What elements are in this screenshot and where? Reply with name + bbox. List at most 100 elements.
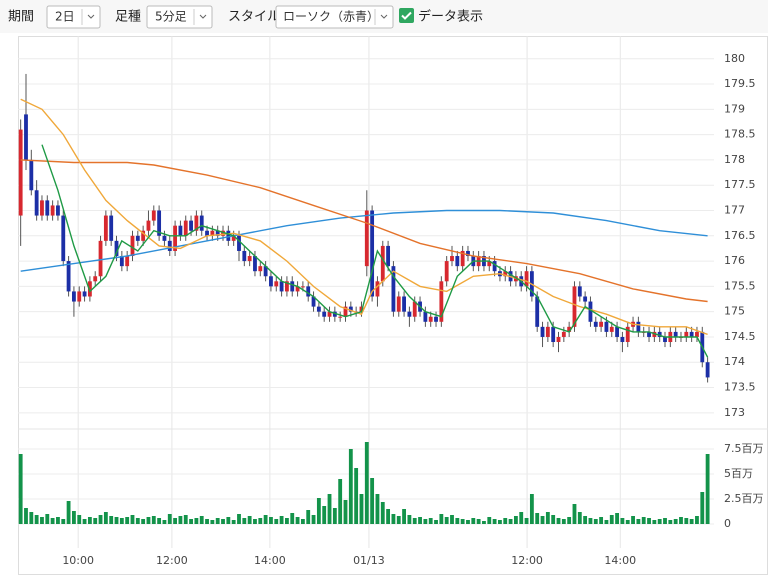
candle-body — [82, 291, 87, 297]
volume-bar — [189, 519, 193, 524]
volume-bar — [109, 516, 114, 524]
candle-body — [50, 205, 55, 216]
candle-body — [466, 250, 470, 257]
volume-bar — [705, 454, 710, 524]
candle-body — [444, 261, 449, 282]
candle-body — [423, 311, 428, 322]
candle-body — [588, 301, 593, 322]
y-tick-label: 175.5 — [724, 279, 756, 292]
volume-bar — [199, 516, 204, 524]
candle-body — [663, 336, 667, 343]
volume-bar — [18, 454, 23, 524]
volume-bar — [71, 511, 76, 524]
candle-body — [370, 210, 375, 297]
candle-body — [29, 159, 34, 191]
volume-bar — [66, 501, 71, 524]
candle-body — [189, 220, 193, 231]
y-tick-label: 177.5 — [724, 178, 756, 191]
volume-bar — [135, 518, 140, 524]
volume-bar — [439, 514, 444, 524]
volume-bar — [50, 518, 55, 524]
candle-body — [599, 321, 604, 327]
y-tick-label: 178.5 — [724, 128, 756, 141]
y-tick-label: 175 — [724, 305, 745, 318]
candle-body — [434, 316, 438, 322]
volume-bar — [599, 517, 604, 524]
volume-bar — [519, 512, 524, 524]
candle-body — [492, 261, 497, 272]
volume-bar — [551, 515, 556, 524]
volume-bar — [689, 519, 694, 524]
volume-bar — [695, 516, 699, 524]
volume-bar — [647, 518, 651, 524]
volume-bar — [34, 515, 39, 524]
volume-bar — [359, 494, 364, 524]
candle-body — [450, 256, 454, 262]
volume-bar — [663, 518, 667, 524]
candle-body — [135, 235, 140, 241]
candle-body — [119, 256, 124, 267]
x-tick-label: 12:00 — [156, 554, 188, 567]
moving-average-line — [20, 159, 708, 303]
volume-bar — [327, 494, 332, 524]
volume-bar — [247, 516, 252, 524]
y-tick-label: 173 — [724, 406, 745, 419]
volume-bar — [620, 518, 625, 524]
volume-bar — [183, 515, 188, 524]
y-tick-label: 174 — [724, 355, 745, 368]
x-tick-label: 14:00 — [254, 554, 286, 567]
candle-body — [689, 331, 694, 337]
volume-bar — [588, 518, 593, 524]
moving-average-line — [20, 209, 708, 272]
candle-body — [247, 256, 252, 262]
x-tick-label: 01/13 — [353, 554, 385, 567]
candle-body — [103, 215, 108, 241]
style-select[interactable] — [275, 5, 394, 29]
candle-body — [162, 235, 167, 241]
candle-body — [66, 261, 71, 292]
style-label: スタイル — [228, 10, 280, 25]
candle-body — [56, 205, 60, 216]
volume-bar — [130, 515, 135, 524]
candle-body — [705, 362, 710, 378]
interval-select[interactable] — [146, 5, 213, 29]
volume-bar — [508, 519, 513, 524]
volume-bar — [593, 519, 598, 524]
volume-bar — [631, 516, 635, 524]
volume-bar — [40, 517, 44, 524]
candle-body — [130, 235, 135, 257]
volume-bar — [423, 519, 428, 524]
volume-bar — [412, 518, 417, 524]
volume-bar — [226, 517, 231, 524]
candle-body — [615, 326, 619, 337]
data-checkbox[interactable] — [399, 8, 414, 23]
volume-bar — [577, 512, 582, 524]
candle-body — [322, 311, 327, 317]
volume-bar — [386, 509, 391, 524]
volume-bar — [487, 517, 492, 524]
volume-bar — [343, 500, 348, 524]
period-select[interactable] — [46, 5, 101, 29]
volume-bar — [348, 449, 353, 524]
volume-bar — [418, 517, 422, 524]
candle-body — [684, 331, 689, 337]
data-toggle-label[interactable]: データ表示 — [418, 9, 483, 25]
plot — [18, 73, 710, 524]
volume-tick-label: 7.5百万 — [724, 442, 764, 455]
candle-body — [205, 230, 209, 236]
volume-bar — [103, 512, 108, 524]
candle-body — [253, 256, 257, 272]
volume-bar — [263, 515, 268, 524]
volume-bar — [194, 518, 199, 524]
candle-body — [194, 215, 199, 231]
volume-bar — [338, 479, 343, 524]
candle-body — [40, 200, 44, 216]
volume-bar — [513, 516, 518, 524]
candle-body — [24, 114, 28, 160]
volume-bar — [146, 517, 151, 524]
volume-bar — [364, 442, 369, 524]
volume-bar — [375, 494, 380, 524]
candle-body — [157, 210, 162, 236]
candle-body — [242, 250, 247, 262]
